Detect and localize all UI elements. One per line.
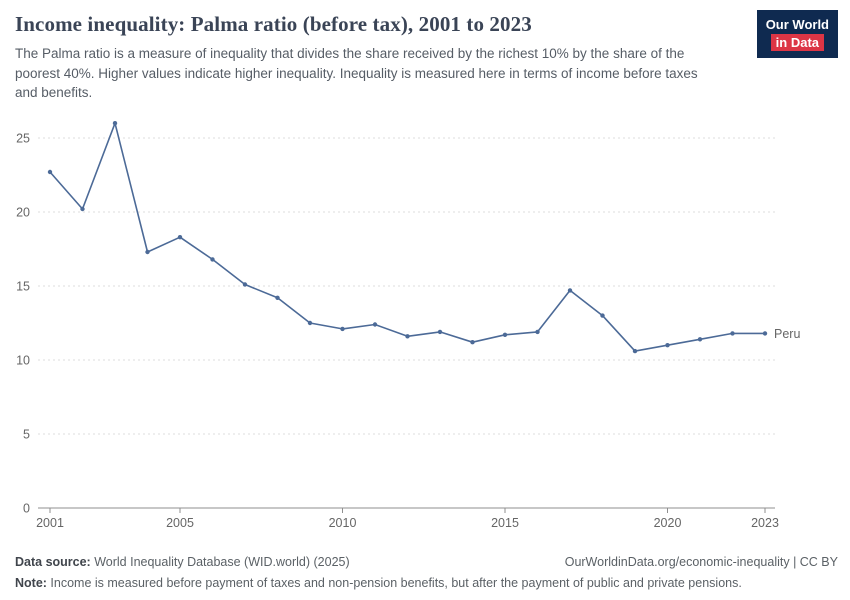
footer-note-label: Note:: [15, 576, 47, 590]
data-point[interactable]: [470, 340, 475, 345]
data-point[interactable]: [177, 235, 183, 240]
data-point[interactable]: [502, 332, 508, 337]
data-point[interactable]: [437, 329, 443, 335]
data-point[interactable]: [307, 320, 313, 326]
logo-text-in-data-wrap: in Data: [766, 33, 829, 52]
data-source-text: World Inequality Database (WID.world) (2…: [90, 555, 350, 569]
footer-source-row: Data source: World Inequality Database (…: [15, 555, 838, 569]
data-point[interactable]: [340, 326, 345, 332]
data-point[interactable]: [697, 337, 703, 342]
data-point[interactable]: [762, 331, 768, 336]
data-point[interactable]: [372, 322, 378, 327]
logo-text-in-data: in Data: [770, 33, 825, 51]
logo-text-our-world: Our World: [765, 17, 829, 32]
footer-link[interactable]: OurWorldinData.org/economic-inequality |…: [564, 555, 838, 569]
data-point[interactable]: [80, 206, 85, 212]
chart-subtitle: The Palma ratio is a measure of inequali…: [15, 46, 698, 101]
data-point[interactable]: [242, 282, 248, 287]
x-axis-label: 2015: [491, 516, 519, 530]
owid-logo[interactable]: Our World in Data: [756, 10, 838, 59]
data-point[interactable]: [47, 169, 53, 175]
x-axis-label: 2020: [654, 516, 682, 530]
data-source-label: Data source:: [15, 555, 91, 569]
x-axis-label: 2023: [751, 516, 779, 530]
data-point[interactable]: [210, 257, 215, 262]
x-axis-label: 2005: [166, 516, 194, 530]
data-point[interactable]: [145, 249, 150, 255]
y-axis-label: 15: [16, 280, 30, 294]
data-point[interactable]: [665, 343, 670, 348]
data-point[interactable]: [535, 329, 540, 335]
y-axis-label: 20: [16, 206, 30, 220]
chart-title: Income inequality: Palma ratio (before t…: [15, 12, 532, 36]
data-point[interactable]: [730, 331, 735, 336]
x-axis-label: 2001: [36, 516, 64, 530]
footer-note: Note: Income is measured before payment …: [15, 576, 838, 590]
y-axis-label: 10: [16, 354, 30, 368]
data-point[interactable]: [275, 295, 280, 300]
y-axis-label: 25: [16, 132, 30, 146]
chart-area: 0 5 10 15 20 25 2001 2005 2010 2015 2020 2023 Peru: [0, 108, 850, 543]
data-point[interactable]: [112, 121, 118, 126]
y-axis-label: 5: [23, 428, 30, 442]
chart-footer: Data source: World Inequality Database (…: [15, 555, 838, 590]
y-axis-label: 0: [23, 502, 30, 516]
data-point[interactable]: [567, 288, 573, 293]
line-chart[interactable]: 0 5 10 15 20 25 2001 2005 2010 2015 2020 2023 Peru: [0, 108, 850, 543]
series-end-label-peru[interactable]: Peru: [774, 327, 800, 341]
chart-header: Income inequality: Palma ratio (before t…: [15, 12, 720, 103]
data-point[interactable]: [632, 348, 638, 354]
footer-note-text: Income is measured before payment of tax…: [46, 576, 742, 590]
x-axis-label: 2010: [329, 516, 357, 530]
data-source: Data source: World Inequality Database (…: [15, 555, 350, 569]
data-line-peru[interactable]: [49, 122, 766, 352]
data-point[interactable]: [600, 313, 605, 318]
data-point[interactable]: [405, 334, 410, 339]
